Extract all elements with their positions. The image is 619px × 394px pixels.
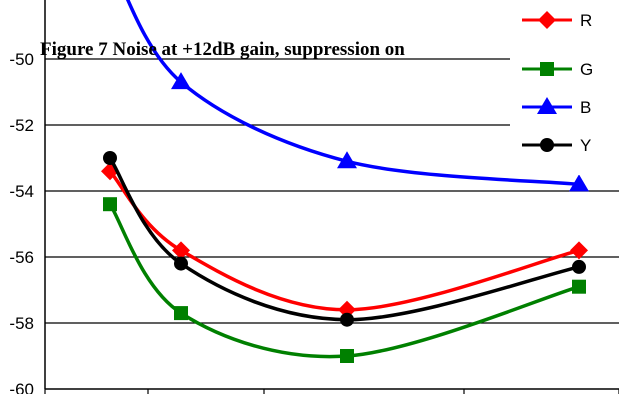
series-g	[103, 197, 586, 363]
y-tick-labels: -60 -58 -56 -54 -52 -50 -48	[9, 0, 34, 394]
data-point-y	[103, 151, 117, 165]
legend: R GBY	[510, 0, 619, 175]
y-tick-label: -58	[9, 314, 34, 333]
legend-label: G	[580, 60, 593, 79]
legend-marker	[540, 62, 554, 76]
y-tick-label: -56	[9, 248, 34, 267]
y-tick-label: -50	[9, 50, 34, 69]
series-line-r	[108, 170, 580, 312]
legend-entry-y: Y	[522, 136, 591, 155]
data-point-g	[174, 306, 188, 321]
data-point-y	[340, 312, 354, 327]
series-b	[125, 0, 589, 192]
data-point-g	[340, 349, 354, 363]
legend-marker	[538, 11, 556, 29]
legend-marker	[540, 138, 554, 152]
y-tick-label: -54	[9, 182, 34, 201]
legend-label: Y	[580, 136, 591, 155]
series-r	[101, 162, 588, 319]
legend-marker	[537, 97, 557, 114]
series-line-y	[108, 157, 580, 322]
axes	[44, 0, 619, 394]
data-point-r	[570, 241, 588, 260]
data-point-b	[569, 174, 589, 192]
y-tick-label: -48	[9, 0, 34, 3]
series-layer	[101, 0, 589, 363]
series-line-g	[108, 203, 580, 359]
data-point-g	[572, 279, 586, 294]
data-point-r	[338, 300, 356, 319]
legend-label: R	[580, 11, 592, 30]
chart-title: Figure 7 Noise at +12dB gain, suppressio…	[40, 39, 405, 60]
series-line-b	[125, 0, 580, 187]
data-point-b	[337, 151, 357, 169]
data-point-g	[103, 197, 117, 212]
legend-entry-b: B	[522, 97, 591, 117]
data-point-b	[171, 72, 191, 90]
y-tick-label: -52	[9, 116, 34, 135]
legend-box	[510, 0, 619, 175]
data-point-r	[172, 241, 190, 260]
legend-entry-g: G	[522, 60, 593, 79]
y-tick-label: -60	[9, 380, 34, 394]
legend-label: B	[580, 98, 591, 117]
series-y	[103, 151, 586, 327]
data-point-y	[174, 256, 188, 271]
legend-entry-r: R	[522, 11, 592, 30]
data-point-y	[572, 259, 586, 274]
